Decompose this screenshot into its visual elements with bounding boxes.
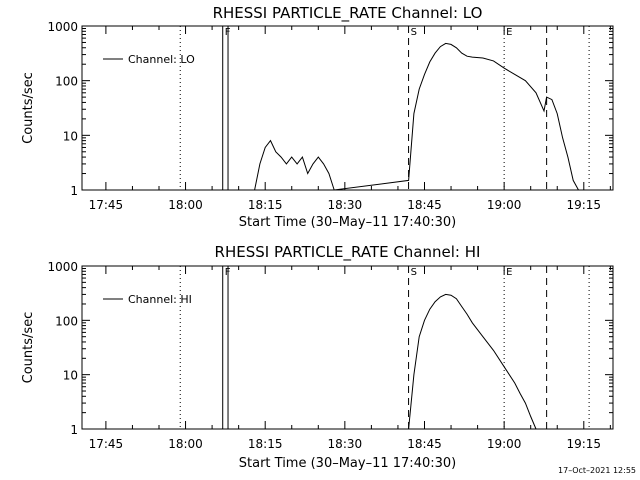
legend-entry: Channel: HI bbox=[128, 293, 192, 306]
x-tick-label: 18:30 bbox=[328, 198, 363, 212]
chart-title: RHESSI PARTICLE_RATE Channel: HI bbox=[215, 243, 481, 262]
event-marker-label: S bbox=[411, 267, 417, 278]
x-tick-label: 18:00 bbox=[168, 198, 203, 212]
x-axis-label: Start Time (30–May–11 17:40:30) bbox=[239, 456, 456, 471]
series-line bbox=[408, 293, 537, 430]
timestamp: 17–Oct–2021 12:55 bbox=[558, 466, 636, 475]
x-tick-label: 18:00 bbox=[168, 437, 203, 451]
chart-panel-0: RHESSI PARTICLE_RATE Channel: LO Start Ti… bbox=[21, 4, 614, 230]
y-tick-label: 1000 bbox=[47, 260, 78, 274]
x-tick-label: 18:30 bbox=[328, 437, 363, 451]
event-marker-label: F bbox=[225, 27, 231, 38]
y-tick-label: 10 bbox=[63, 129, 78, 143]
y-tick-label: 1 bbox=[70, 423, 78, 437]
x-tick-label: 18:45 bbox=[407, 437, 442, 451]
event-marker-label: E bbox=[506, 27, 512, 38]
y-axis-label: Counts/sec bbox=[21, 312, 36, 384]
y-tick-label: 1 bbox=[70, 184, 78, 198]
x-tick-label: 18:15 bbox=[248, 198, 283, 212]
event-marker-label: E bbox=[506, 267, 512, 278]
event-marker-label: S bbox=[411, 27, 417, 38]
chart-panel-1: RHESSI PARTICLE_RATE Channel: HI Start Ti… bbox=[21, 243, 614, 471]
legend-entry: Channel: LO bbox=[128, 53, 195, 66]
y-tick-label: 10 bbox=[63, 369, 78, 383]
x-axis-label: Start Time (30–May–11 17:40:30) bbox=[239, 215, 456, 230]
chart-title: RHESSI PARTICLE_RATE Channel: LO bbox=[213, 4, 483, 23]
x-tick-label: 19:00 bbox=[487, 198, 522, 212]
x-tick-label: 19:15 bbox=[566, 198, 601, 212]
event-marker-label: F bbox=[225, 267, 231, 278]
x-tick-label: 19:15 bbox=[566, 437, 601, 451]
plot-frame bbox=[81, 265, 614, 430]
y-axis-label: Counts/sec bbox=[21, 72, 36, 144]
y-tick-label: 100 bbox=[55, 75, 78, 89]
series-line bbox=[254, 42, 579, 191]
y-tick-label: 100 bbox=[55, 314, 78, 328]
x-tick-label: 19:00 bbox=[487, 437, 522, 451]
y-tick-label: 1000 bbox=[47, 20, 78, 34]
plot-frame bbox=[81, 25, 614, 191]
x-tick-label: 18:15 bbox=[248, 437, 283, 451]
x-tick-label: 18:45 bbox=[407, 198, 442, 212]
x-tick-label: 17:45 bbox=[89, 198, 124, 212]
x-tick-label: 17:45 bbox=[89, 437, 124, 451]
